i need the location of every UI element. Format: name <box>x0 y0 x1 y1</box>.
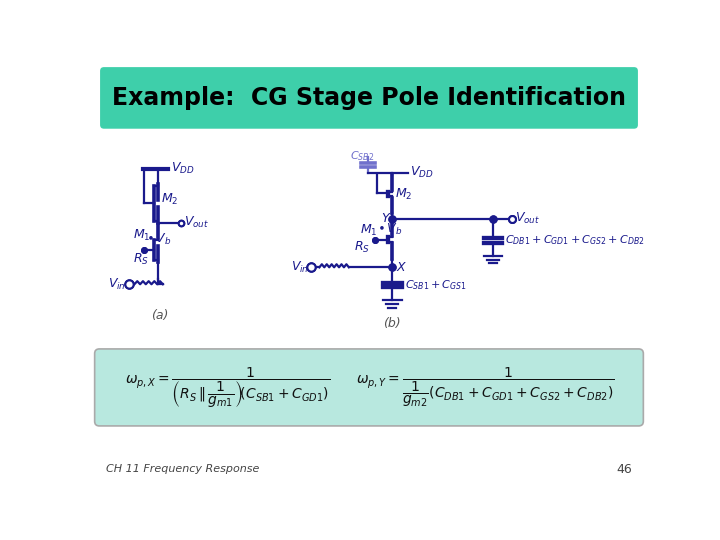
Text: $V_{out}$: $V_{out}$ <box>184 215 209 230</box>
Text: $\bullet\, V_b$: $\bullet\, V_b$ <box>377 222 402 237</box>
Text: $V_{out}$: $V_{out}$ <box>515 211 540 226</box>
FancyBboxPatch shape <box>94 349 644 426</box>
Text: $C_{SB1} + C_{GS1}$: $C_{SB1} + C_{GS1}$ <box>405 278 467 292</box>
Text: $\bullet\, V_b$: $\bullet\, V_b$ <box>145 232 171 247</box>
Text: $C_{DB1} + C_{GD1} + C_{GS2} + C_{DB2}$: $C_{DB1} + C_{GD1} + C_{GS2} + C_{DB2}$ <box>505 233 645 247</box>
Text: $V_{in}$: $V_{in}$ <box>291 260 309 275</box>
Text: $X$: $X$ <box>396 261 408 274</box>
Text: Example:  CG Stage Pole Identification: Example: CG Stage Pole Identification <box>112 86 626 110</box>
Text: $M_2$: $M_2$ <box>161 192 178 207</box>
Text: $V_{DD}$: $V_{DD}$ <box>410 165 433 180</box>
Text: 46: 46 <box>617 463 632 476</box>
Text: $\omega_{p,X} = \dfrac{1}{\left(R_S \,\|\, \dfrac{1}{g_{m1}}\right)\!\left(C_{SB: $\omega_{p,X} = \dfrac{1}{\left(R_S \,\|… <box>125 365 330 410</box>
Text: $\omega_{p,Y} = \dfrac{1}{\dfrac{1}{g_{m2}}\left(C_{DB1} + C_{GD1} + C_{GS2} + C: $\omega_{p,Y} = \dfrac{1}{\dfrac{1}{g_{m… <box>356 366 615 409</box>
Text: $M_1$: $M_1$ <box>360 223 377 238</box>
Text: $C_{SB2}$: $C_{SB2}$ <box>350 148 374 163</box>
Text: (a): (a) <box>151 309 168 322</box>
Text: $M_2$: $M_2$ <box>395 187 413 202</box>
Text: $M_1$: $M_1$ <box>133 228 151 244</box>
FancyBboxPatch shape <box>100 67 638 129</box>
Text: (b): (b) <box>384 316 401 329</box>
Text: $R_S$: $R_S$ <box>354 240 369 255</box>
Text: $R_S$: $R_S$ <box>132 252 148 267</box>
Text: CH 11 Frequency Response: CH 11 Frequency Response <box>106 464 259 474</box>
Text: $Y$: $Y$ <box>382 212 392 225</box>
Text: $V_{DD}$: $V_{DD}$ <box>171 161 195 176</box>
Text: $V_{in}$: $V_{in}$ <box>108 276 126 292</box>
